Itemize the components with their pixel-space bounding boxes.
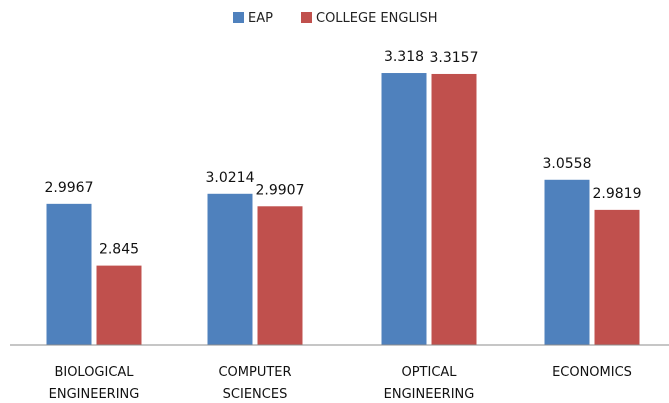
legend-label-0: EAP xyxy=(248,11,273,26)
bar-0-2 xyxy=(381,73,427,346)
value-label-1-3: 2.9819 xyxy=(593,186,642,202)
category-label-1-0: COMPUTER xyxy=(218,365,291,380)
bar-0-1 xyxy=(207,193,253,345)
bar-0-3 xyxy=(544,179,590,345)
value-label-1-0: 2.845 xyxy=(99,242,139,258)
category-labels: BIOLOGICAL ENGINEERING COMPUTER SCIENCES OPT… xyxy=(49,365,632,402)
bars xyxy=(46,73,640,346)
category-label-1-1: SCIENCES xyxy=(223,387,288,402)
category-label-0-0: BIOLOGICAL xyxy=(54,365,134,380)
value-label-1-2: 3.3157 xyxy=(430,50,479,66)
category-label-0-1: ENGINEERING xyxy=(49,387,140,402)
legend-swatch-0 xyxy=(233,12,244,23)
value-label-0-3: 3.0558 xyxy=(543,156,592,172)
value-label-0-1: 3.0214 xyxy=(206,170,255,186)
value-label-0-2: 3.318 xyxy=(384,49,424,65)
bar-0-0 xyxy=(46,203,92,345)
value-label-1-1: 2.9907 xyxy=(256,182,305,198)
bar-1-1 xyxy=(257,206,303,345)
legend-swatch-1 xyxy=(301,12,312,23)
bar-1-2 xyxy=(431,73,477,345)
category-label-3-0: ECONOMICS xyxy=(552,365,632,380)
value-label-0-0: 2.9967 xyxy=(45,180,94,196)
category-label-2-1: ENGINEERING xyxy=(384,387,475,402)
bar-1-3 xyxy=(594,209,640,345)
bar-1-0 xyxy=(96,265,142,345)
legend: EAP COLLEGE ENGLISH xyxy=(233,11,438,26)
legend-label-1: COLLEGE ENGLISH xyxy=(316,11,438,26)
category-label-2-0: OPTICAL xyxy=(401,365,457,380)
